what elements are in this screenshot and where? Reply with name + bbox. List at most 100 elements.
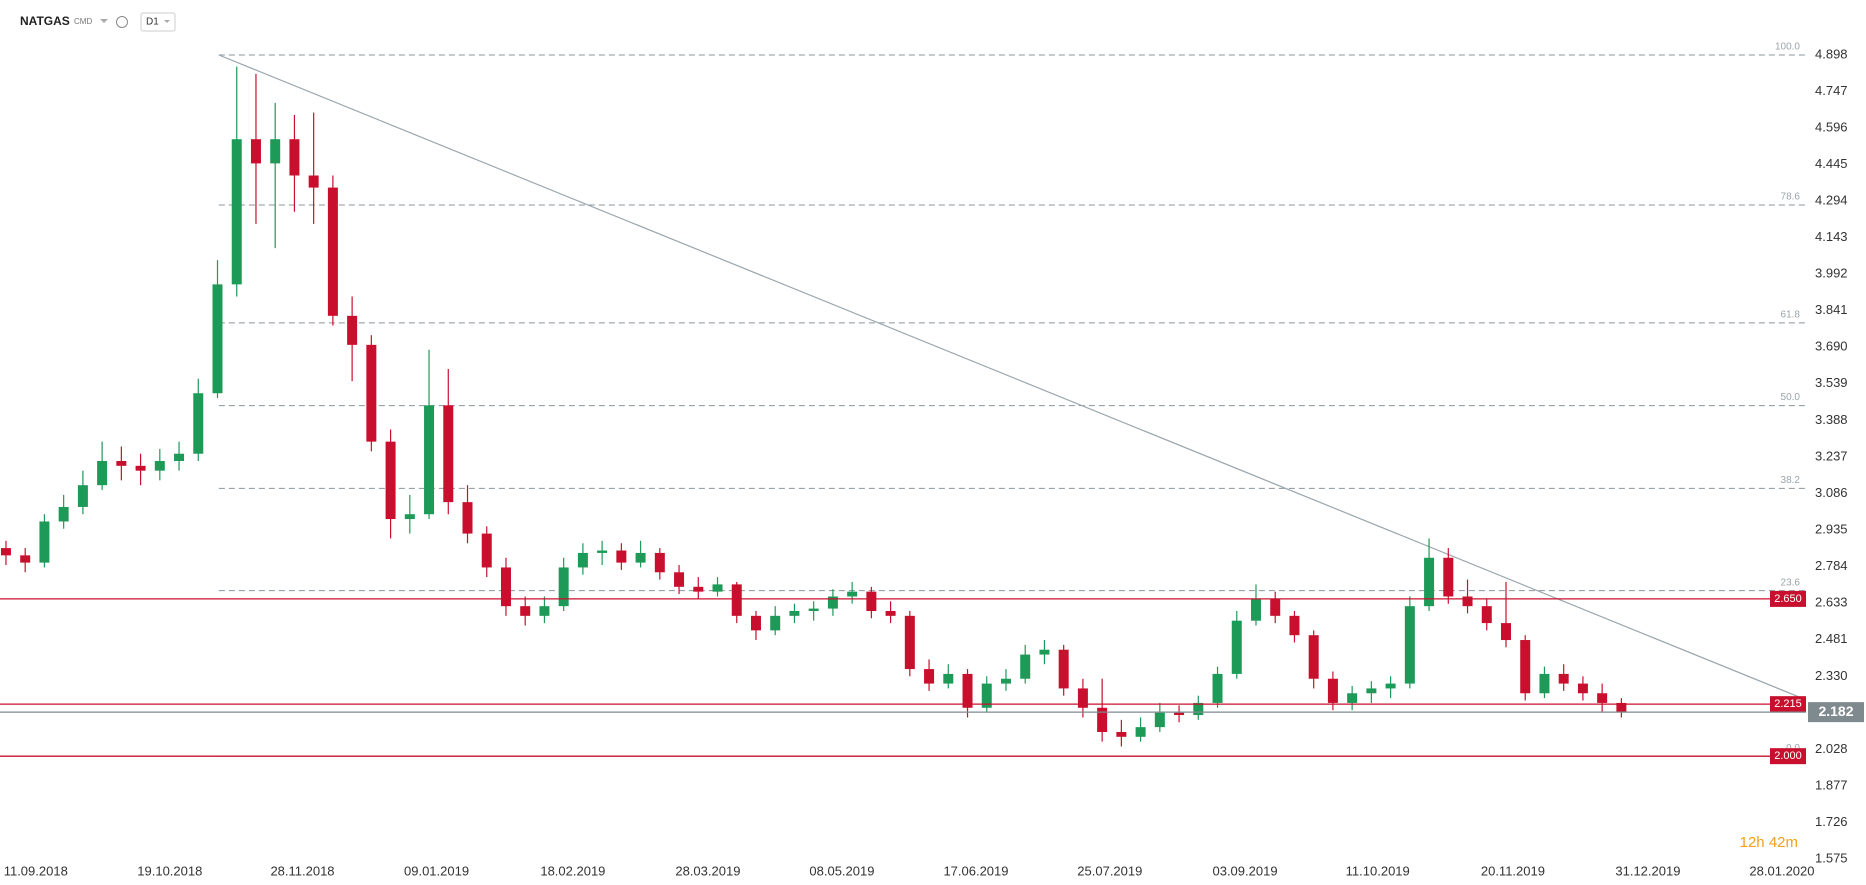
candle-body <box>58 506 69 522</box>
candle-body <box>635 552 646 563</box>
candle-body <box>212 284 223 394</box>
x-tick-label: 18.02.2019 <box>540 863 605 878</box>
candle-body <box>1077 688 1088 708</box>
candle-body <box>443 405 454 503</box>
candle-body <box>404 514 415 520</box>
candle-body <box>1558 673 1569 684</box>
y-tick-label: 2.935 <box>1815 521 1848 536</box>
candle-body <box>1289 615 1300 636</box>
fib-label: 50.0 <box>1781 392 1801 403</box>
candle-body <box>1539 673 1550 694</box>
level-label-box <box>1770 590 1806 607</box>
y-tick-label: 4.596 <box>1815 120 1848 135</box>
candle-body <box>943 673 954 684</box>
candle-body <box>847 591 858 597</box>
candle-body <box>1481 606 1492 624</box>
level-label: 2.215 <box>1774 698 1802 710</box>
y-tick-label: 3.690 <box>1815 339 1848 354</box>
candle-body <box>924 669 935 684</box>
fib-label: 38.2 <box>1781 475 1801 486</box>
candle-body <box>808 608 819 612</box>
candle-body <box>270 139 281 164</box>
y-tick-label: 4.747 <box>1815 83 1848 98</box>
x-tick-label: 28.11.2018 <box>270 863 334 878</box>
x-tick-label: 28.03.2019 <box>675 863 740 878</box>
candle-body <box>654 552 665 573</box>
y-tick-label: 2.481 <box>1815 631 1848 646</box>
y-tick-label: 4.143 <box>1815 229 1848 244</box>
candle-body <box>1193 702 1204 716</box>
candle-body <box>77 485 88 507</box>
candle-body <box>750 615 761 631</box>
candle-body <box>520 606 531 616</box>
y-tick-label: 4.898 <box>1815 46 1848 61</box>
current-price-box <box>1808 702 1864 723</box>
timeframe-box[interactable] <box>140 12 176 32</box>
candle-body <box>1097 707 1108 732</box>
fib-label: 100.0 <box>1775 42 1800 53</box>
candle-body <box>20 555 31 563</box>
x-tick-label: 11.09.2018 <box>4 863 68 878</box>
timeframe[interactable]: D1 <box>146 17 159 28</box>
candle-body <box>1135 727 1146 737</box>
y-tick-label: 4.294 <box>1815 193 1848 208</box>
x-tick-label: 20.11.2019 <box>1481 863 1545 878</box>
y-tick-label: 1.726 <box>1815 814 1848 829</box>
current-price-label: 2.182 <box>1818 703 1853 719</box>
candle-body <box>885 611 896 616</box>
candle-body <box>674 572 685 587</box>
candle-body <box>135 465 146 471</box>
candle-body <box>1231 620 1242 674</box>
candle-body <box>1577 683 1588 694</box>
candle-body <box>1154 712 1165 728</box>
candle-body <box>770 615 781 631</box>
candle-body <box>1385 683 1396 689</box>
level-label: 2.000 <box>1774 750 1802 762</box>
candle-body <box>827 596 838 609</box>
candle-body <box>366 344 377 442</box>
candle-body <box>462 502 473 534</box>
candle-body <box>289 139 300 176</box>
y-tick-label: 3.388 <box>1815 412 1848 427</box>
candle-body <box>693 586 704 592</box>
candle-body <box>308 175 319 188</box>
y-tick-label: 2.633 <box>1815 594 1848 609</box>
trendline <box>218 54 1807 701</box>
candle-body <box>1020 654 1031 679</box>
y-tick-label: 3.237 <box>1815 448 1848 463</box>
y-tick-label: 2.330 <box>1815 668 1848 683</box>
candle-body <box>1270 598 1281 616</box>
dropdown-arrow[interactable] <box>164 20 170 23</box>
candle-body <box>1000 678 1011 684</box>
candle-body <box>731 584 742 616</box>
candle-body <box>1116 731 1127 737</box>
level-label: 2.650 <box>1774 593 1802 605</box>
x-tick-label: 28.01.2020 <box>1749 863 1814 878</box>
candle-body <box>97 460 108 486</box>
candle-body <box>539 606 550 616</box>
candle-body <box>327 187 338 316</box>
candle-body <box>1616 702 1627 713</box>
symbol[interactable]: NATGAS <box>20 14 70 28</box>
candle-body <box>1174 712 1185 716</box>
candle-body <box>231 139 242 285</box>
candle-body <box>904 615 915 670</box>
candle-body <box>0 548 11 556</box>
candle-body <box>1500 623 1511 641</box>
candle-body <box>1462 596 1473 607</box>
candle-body <box>1424 557 1435 607</box>
x-tick-label: 11.10.2019 <box>1346 863 1410 878</box>
candle-body <box>1308 635 1319 679</box>
dropdown-arrow[interactable] <box>100 19 108 23</box>
candle-body <box>174 453 185 461</box>
candle-body <box>1520 640 1531 694</box>
candle-body <box>116 460 127 466</box>
info-icon[interactable] <box>116 16 128 28</box>
candle-body <box>1366 688 1377 694</box>
candle-body <box>481 533 492 568</box>
exchange: CMD <box>74 17 92 26</box>
y-tick-label: 3.086 <box>1815 485 1848 500</box>
y-tick-label: 2.028 <box>1815 741 1848 756</box>
x-tick-label: 17.06.2019 <box>943 863 1008 878</box>
